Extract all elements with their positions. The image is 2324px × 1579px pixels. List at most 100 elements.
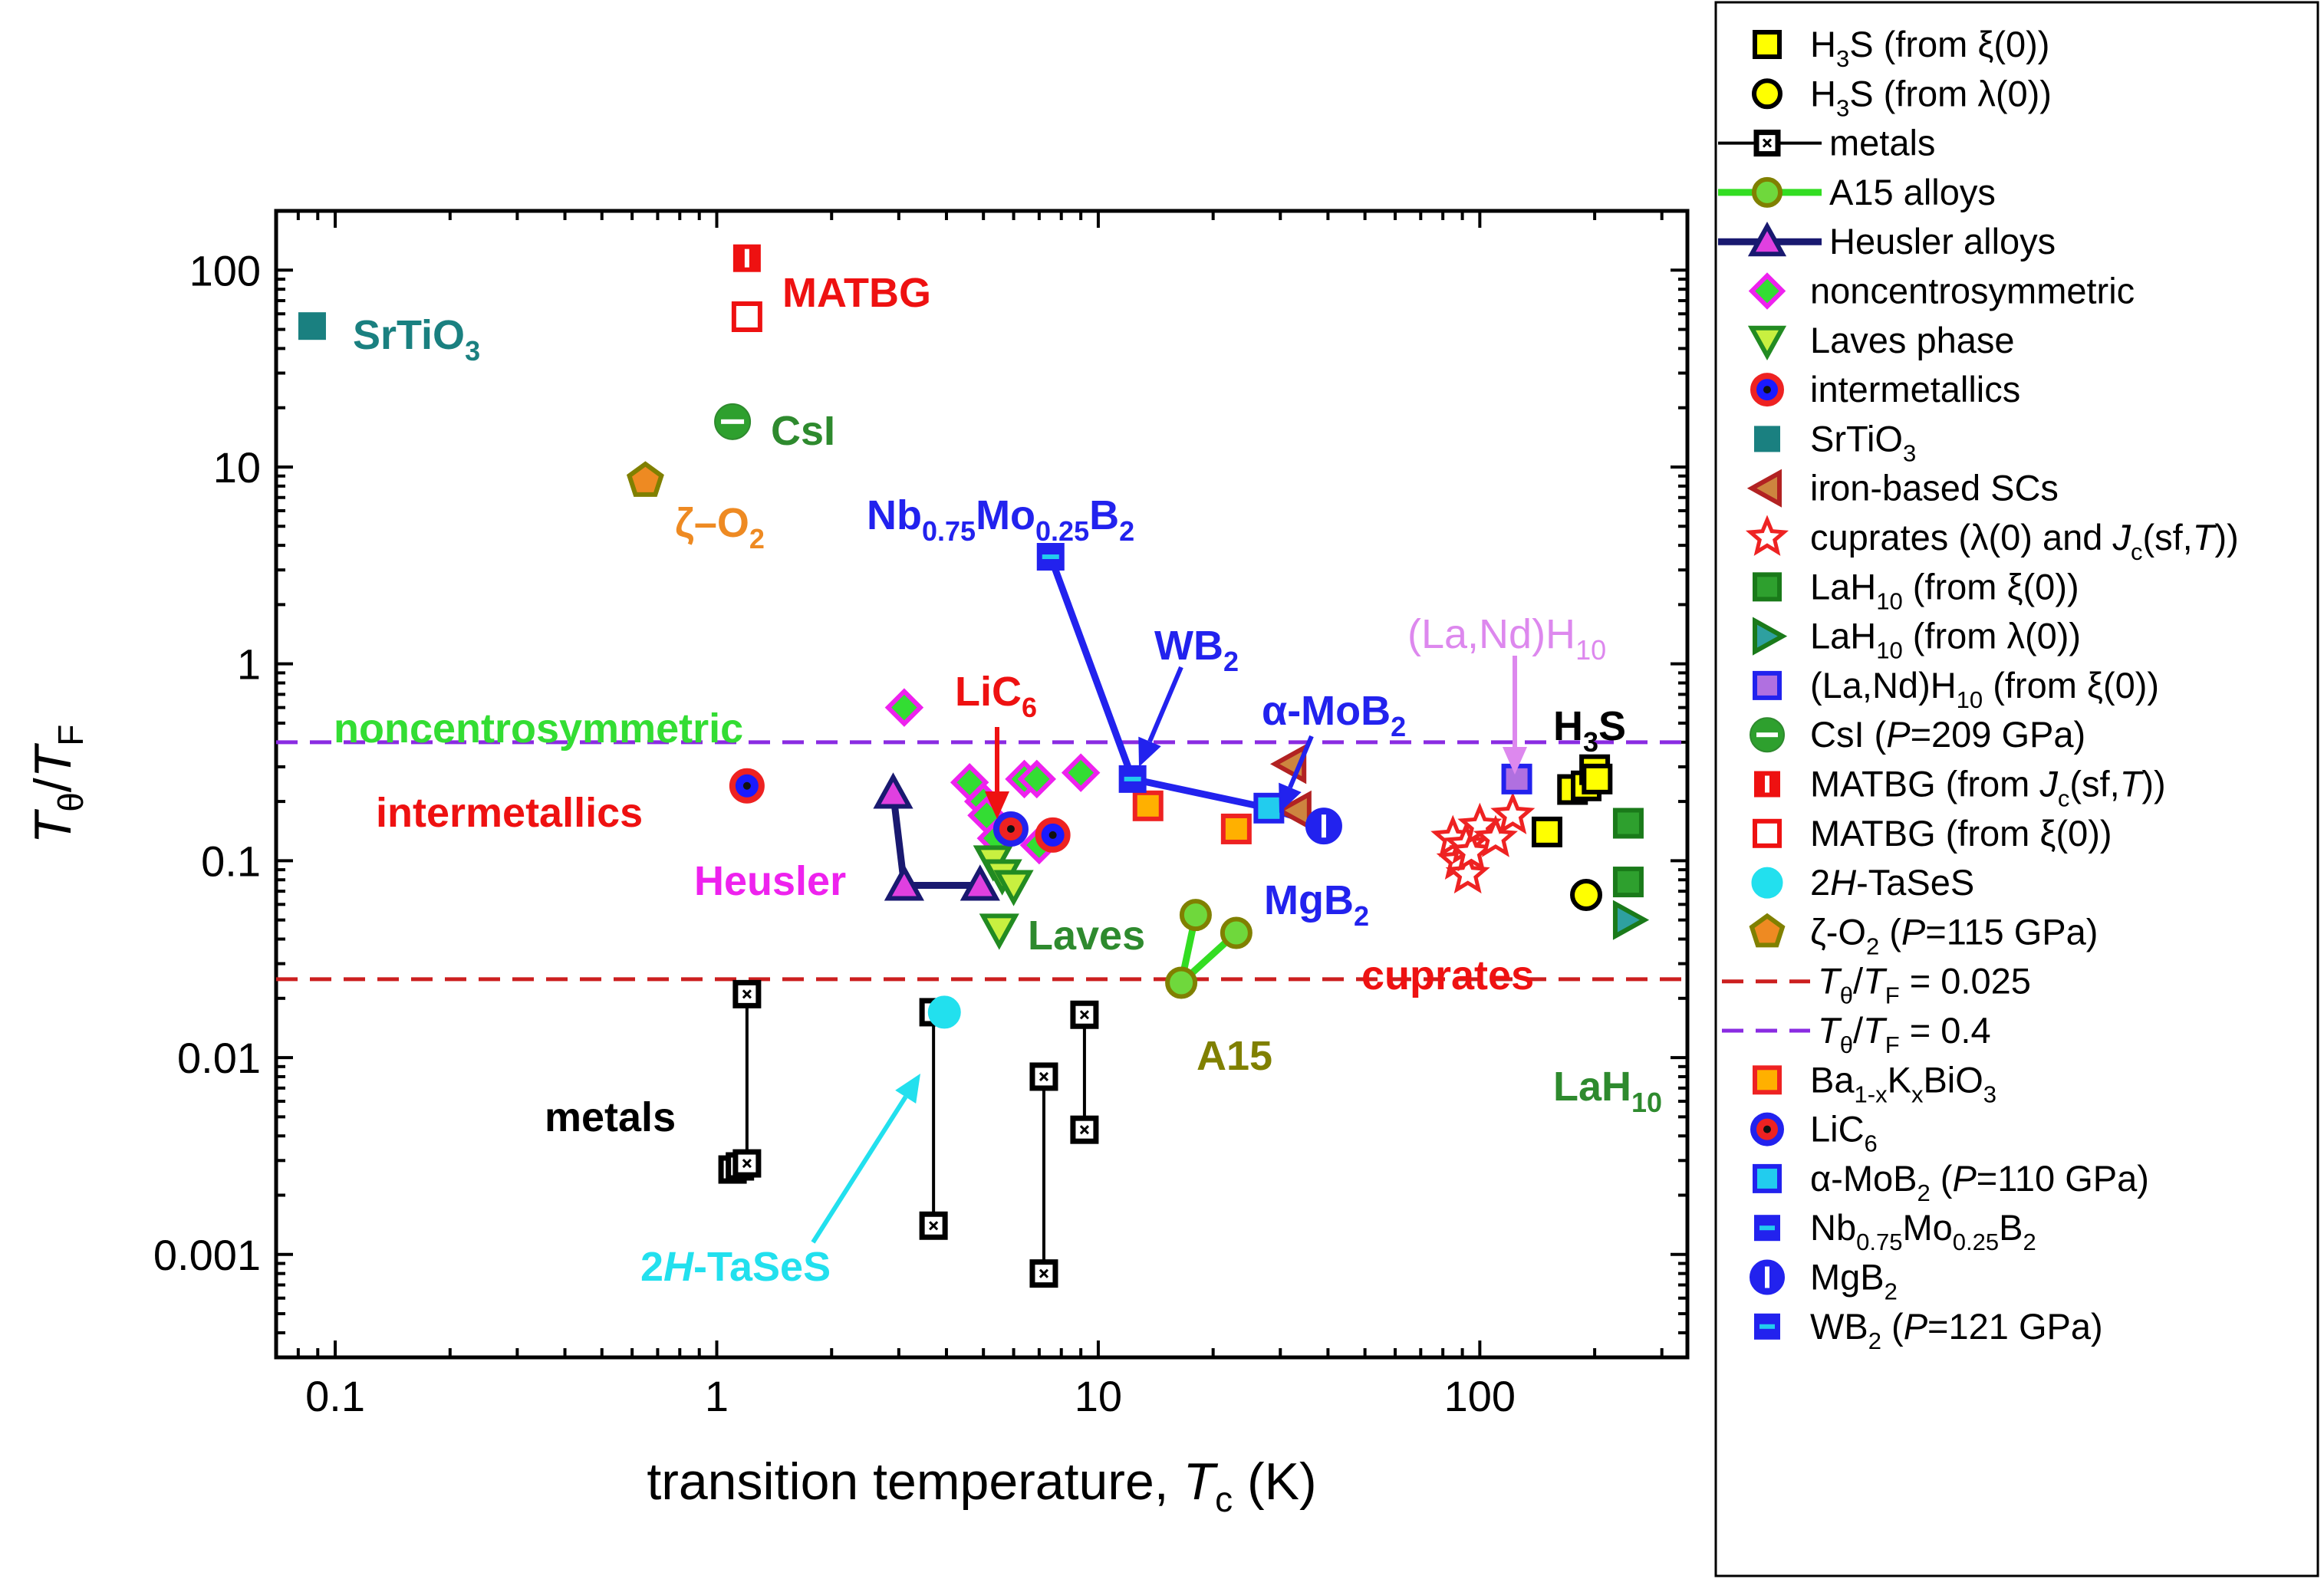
y-tick-label: 0.1 <box>201 837 261 885</box>
legend-label: H3S (from λ(0)) <box>1810 73 2052 121</box>
legend-item-heusler-alloys: Heusler alloys <box>1718 221 2056 262</box>
legend-item-h3s-from-0: H3S (from ξ(0)) <box>1753 24 2049 72</box>
point-csi-p-209-gpa <box>714 403 752 440</box>
point-a15-alloys <box>1165 966 1198 999</box>
legend-item-mgb2: MgB2 <box>1750 1257 1898 1305</box>
legend-label: Ba1-xKxBiO3 <box>1810 1059 1996 1107</box>
legend-marker <box>1747 325 1787 360</box>
annotation-la-nd-h10: (La,Nd)H10 <box>1407 611 1606 666</box>
annotation-o2: ζ–O2 <box>675 500 765 554</box>
annotation-noncentrosymmetric: noncentrosymmetric <box>334 706 743 752</box>
point-intermetallics <box>729 768 765 804</box>
point-metals <box>1070 1000 1099 1029</box>
legend-item-matbg-from-0: MATBG (from ξ(0)) <box>1753 813 2112 854</box>
legend-label: α-MoB2 (P=110 GPa) <box>1810 1158 2149 1206</box>
legend-label: LaH10 (from λ(0)) <box>1810 616 2081 664</box>
legend-label: intermetallics <box>1810 369 2020 410</box>
point-ba1-xkxbio3 <box>1220 813 1252 844</box>
point-wb2-p-121-gpa <box>1118 765 1147 793</box>
legend-item-t-tf-0-025: Tθ/TF = 0.025 <box>1722 961 2031 1009</box>
legend-marker <box>1753 130 1781 157</box>
x-tick-label: 100 <box>1444 1372 1516 1420</box>
legend-marker <box>1753 1065 1782 1095</box>
legend-item-lah10-from-0: LaH10 (from λ(0)) <box>1753 616 2081 664</box>
legend-marker <box>1751 867 1783 899</box>
legend-label: Tθ/TF = 0.4 <box>1818 1010 1991 1058</box>
arrow-la-nd-h10 <box>1503 656 1527 775</box>
legend-label: Heusler alloys <box>1829 221 2056 262</box>
y-axis-label: Tθ/TF <box>24 725 91 844</box>
annotation-wb2: WB2 <box>1154 623 1239 677</box>
point-mgb2 <box>1305 808 1342 845</box>
point-metals <box>732 1149 762 1178</box>
legend-box <box>1714 1 2319 1577</box>
legend-label: MATBG (from Jc(sf,T)) <box>1810 764 2166 812</box>
legend-marker <box>1753 572 1782 602</box>
point-2h-tases <box>927 995 961 1029</box>
point-heusler-alloys <box>884 864 924 901</box>
annotation-h3s: H3S <box>1553 703 1626 758</box>
point-h3s-from-0 <box>1531 816 1562 847</box>
legend-label: noncentrosymmetric <box>1810 271 2135 311</box>
legend-label: SrTiO3 <box>1810 418 1916 466</box>
point-la-nd-h10-from-0 <box>1501 763 1532 794</box>
legend-marker <box>1753 30 1782 59</box>
y-tick-label: 0.01 <box>177 1034 261 1082</box>
point-lah10-from-0 <box>1612 808 1644 839</box>
legend-marker <box>1754 771 1780 798</box>
arrow-wb2 <box>1138 666 1183 767</box>
legend-item-a15-alloys: A15 alloys <box>1718 172 1996 212</box>
y-tick-label: 1 <box>237 640 261 689</box>
point-noncentrosymmetric <box>1017 759 1057 799</box>
legend-item-ba1-xkxbio3: Ba1-xKxBiO3 <box>1753 1059 1996 1107</box>
point-cuprates-0-and-jc-sf-t <box>1473 814 1518 857</box>
legend-marker <box>1753 1163 1782 1193</box>
x-tick-label: 0.1 <box>305 1372 365 1420</box>
legend-label: CsI (P=209 GPa) <box>1810 714 2085 755</box>
legend-label: LiC6 <box>1810 1109 1878 1157</box>
legend-marker <box>1746 469 1782 508</box>
annotation-csi: CsI <box>771 408 835 454</box>
point-heusler-alloys <box>873 772 913 809</box>
legend-marker <box>1753 617 1788 656</box>
annotation-metals: metals <box>545 1094 676 1140</box>
x-axis-label: transition temperature, Tc (K) <box>647 1452 1316 1519</box>
legend-marker <box>1752 176 1783 208</box>
legend-label: H3S (from ξ(0)) <box>1810 24 2049 72</box>
point-o2-p-115-gpa <box>626 461 664 497</box>
point-iron-based-scs <box>1275 790 1312 831</box>
legend-marker <box>1754 1215 1780 1242</box>
legend-item-h3s-from-0: H3S (from λ(0)) <box>1752 73 2052 121</box>
legend-item-2h-tases: 2H-TaSeS <box>1751 862 1974 903</box>
legend-label: metals <box>1829 123 1935 163</box>
legend-marker <box>1752 78 1783 110</box>
point-noncentrosymmetric <box>1061 753 1101 792</box>
point-lah10-from-0 <box>1612 867 1644 898</box>
legend-marker <box>1750 717 1785 753</box>
point-lic6 <box>992 811 1029 847</box>
point-intermetallics <box>1035 817 1071 853</box>
point-lah10-from-0 <box>1612 900 1650 940</box>
legend-item-srtio3: SrTiO3 <box>1754 418 1916 466</box>
point-metals <box>1029 1259 1058 1288</box>
point-heusler-alloys <box>960 864 1000 901</box>
annotation-nb0-75mo0-25b2: Nb0.75Mo0.25B2 <box>867 492 1134 547</box>
point-metals <box>919 1211 948 1240</box>
annotation-lah10: LaH10 <box>1553 1064 1662 1118</box>
legend-marker <box>1750 1112 1784 1146</box>
point-h3s-from-0 <box>1582 763 1613 794</box>
point-metals <box>732 979 762 1008</box>
legend-label: MATBG (from ξ(0)) <box>1810 813 2112 854</box>
legend-item-csi-p-209-gpa: CsI (P=209 GPa) <box>1750 714 2085 755</box>
annotation-cuprates: cuprates <box>1361 952 1534 998</box>
legend-label: LaH10 (from ξ(0)) <box>1810 566 2079 614</box>
legend-marker <box>1754 426 1780 452</box>
legend: H3S (from ξ(0))H3S (from λ(0))metals A15 … <box>1714 1 2319 1577</box>
legend-label: (La,Nd)H10 (from ξ(0)) <box>1810 665 2159 713</box>
legend-item-iron-based-scs: iron-based SCs <box>1746 468 2059 508</box>
annotation-lic6: LiC6 <box>955 669 1037 723</box>
arrow-tases <box>811 1074 920 1244</box>
point-laves-phase <box>993 870 1034 906</box>
plot-area: 0.1 1 10 100 0.001 0.01 0.1 1 10 100 transition te… <box>24 209 1690 1519</box>
legend-label: ζ-O2 (P=115 GPa) <box>1810 911 2098 959</box>
